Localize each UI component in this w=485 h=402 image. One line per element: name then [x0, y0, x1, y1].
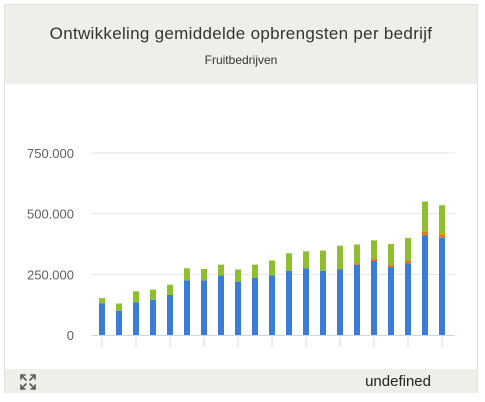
bar-segment [354, 263, 360, 265]
bar-segment [218, 264, 224, 276]
bar-segment [405, 237, 411, 261]
bar-segment [99, 303, 105, 335]
bar-segment [201, 280, 207, 335]
bar-segment [252, 277, 258, 335]
bar-segment [388, 267, 394, 335]
bar-segment [201, 268, 207, 281]
bar-segment [167, 284, 173, 295]
bar-segment [337, 269, 343, 335]
bar-segment [439, 237, 445, 335]
bar-segment [405, 263, 411, 335]
chart-title: Ontwikkeling gemiddelde opbrengsten per … [49, 24, 433, 43]
bar-segment [422, 235, 428, 335]
footer-text: undefined [365, 373, 431, 390]
chart-card: Ontwikkeling gemiddelde opbrengsten per … [4, 4, 478, 393]
bar-segment [150, 299, 156, 335]
bar-segment [371, 258, 377, 261]
bar-segment [388, 244, 394, 265]
bar-segment [371, 260, 377, 335]
bar-segment [286, 270, 292, 335]
expand-arrows-icon[interactable] [19, 373, 37, 391]
bar-segment [235, 269, 241, 282]
bar-segment [286, 253, 292, 271]
bar-segment [422, 201, 428, 232]
y-tick-label: 500.000 [27, 207, 74, 222]
chart-subtitle: Fruitbedrijven [204, 53, 278, 67]
bar-segment [184, 280, 190, 335]
bar-segment [133, 302, 139, 335]
bar-segment [99, 298, 105, 304]
bar-segment [133, 291, 139, 303]
bar-segment [116, 303, 122, 311]
bar-segment [405, 260, 411, 264]
bar-segment [150, 289, 156, 300]
bar-segment [371, 240, 377, 259]
y-tick-label: 250.000 [27, 267, 74, 282]
bar-segment [337, 245, 343, 270]
bar-segment [388, 264, 394, 268]
y-tick-label: 750.000 [27, 146, 74, 161]
y-tick-label: 0 [67, 328, 74, 343]
bar-segment [422, 231, 428, 236]
bar-segment [439, 205, 445, 235]
chart-footer: undefined [5, 369, 477, 393]
bar-segment [354, 244, 360, 264]
bar-segment [320, 250, 326, 271]
bar-segment [235, 281, 241, 335]
bar-segment [218, 275, 224, 335]
bar-segment [269, 275, 275, 335]
bar-segment [303, 251, 309, 269]
bar-segment [269, 260, 275, 276]
bar-segment [320, 270, 326, 335]
bar-segment [354, 264, 360, 335]
bar-segment [439, 234, 445, 238]
chart-header: Ontwikkeling gemiddelde opbrengsten per … [5, 5, 477, 84]
bar-segment [252, 264, 258, 278]
bar-segment [116, 310, 122, 335]
bar-segment [184, 268, 190, 281]
bar-segment [303, 268, 309, 335]
bar-segment [167, 294, 173, 335]
